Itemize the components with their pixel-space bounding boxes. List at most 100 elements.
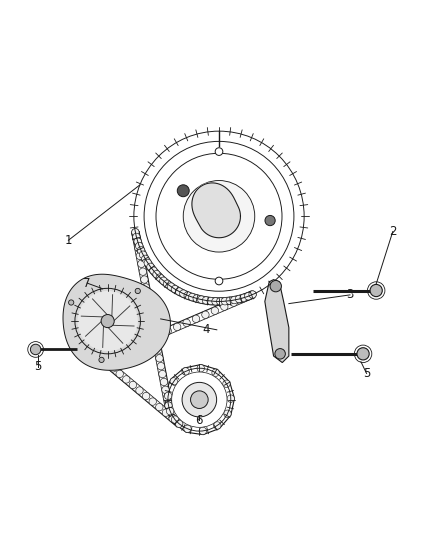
- Circle shape: [109, 285, 116, 293]
- Circle shape: [370, 285, 382, 297]
- Circle shape: [171, 372, 227, 427]
- Circle shape: [191, 391, 208, 408]
- Circle shape: [139, 268, 147, 276]
- Circle shape: [231, 296, 238, 304]
- Circle shape: [149, 398, 156, 405]
- Circle shape: [132, 229, 139, 236]
- Circle shape: [153, 270, 160, 278]
- Circle shape: [182, 368, 189, 375]
- Circle shape: [211, 307, 219, 314]
- Text: 1: 1: [65, 234, 72, 247]
- Circle shape: [165, 402, 172, 409]
- Circle shape: [212, 369, 219, 376]
- Circle shape: [133, 233, 140, 240]
- Circle shape: [193, 295, 201, 302]
- Circle shape: [145, 335, 152, 343]
- Circle shape: [180, 290, 187, 297]
- Text: 5: 5: [363, 367, 370, 380]
- Circle shape: [169, 415, 176, 422]
- Circle shape: [145, 300, 152, 307]
- Polygon shape: [265, 280, 289, 362]
- Text: 4: 4: [202, 324, 210, 336]
- Circle shape: [249, 291, 256, 298]
- Circle shape: [164, 327, 171, 335]
- Circle shape: [221, 297, 229, 305]
- Circle shape: [230, 299, 237, 306]
- Circle shape: [155, 332, 162, 338]
- Circle shape: [135, 307, 142, 314]
- Circle shape: [144, 259, 152, 266]
- Circle shape: [150, 267, 157, 274]
- Circle shape: [155, 403, 163, 411]
- Circle shape: [212, 297, 219, 305]
- Circle shape: [215, 148, 223, 156]
- Circle shape: [226, 297, 233, 304]
- Circle shape: [207, 297, 215, 305]
- Text: 2: 2: [389, 225, 396, 238]
- Circle shape: [129, 381, 137, 389]
- Text: 3: 3: [346, 288, 353, 301]
- Circle shape: [265, 215, 275, 225]
- Circle shape: [142, 284, 150, 291]
- Circle shape: [214, 422, 221, 429]
- Text: 5: 5: [34, 360, 42, 374]
- Circle shape: [123, 376, 130, 383]
- Circle shape: [171, 416, 179, 423]
- Circle shape: [69, 300, 74, 305]
- Circle shape: [117, 348, 124, 355]
- Circle shape: [176, 420, 183, 427]
- Circle shape: [133, 237, 141, 244]
- Circle shape: [77, 298, 85, 306]
- Circle shape: [148, 315, 155, 322]
- Circle shape: [101, 314, 114, 328]
- Circle shape: [165, 402, 172, 409]
- Circle shape: [215, 277, 223, 285]
- Circle shape: [110, 365, 117, 372]
- Polygon shape: [192, 183, 240, 238]
- Circle shape: [157, 362, 165, 370]
- Circle shape: [135, 288, 141, 294]
- Circle shape: [134, 331, 141, 338]
- Circle shape: [135, 243, 143, 249]
- Circle shape: [132, 229, 139, 236]
- Circle shape: [227, 395, 234, 402]
- Circle shape: [139, 136, 299, 296]
- Circle shape: [202, 297, 210, 304]
- Circle shape: [144, 292, 151, 299]
- Circle shape: [30, 344, 41, 354]
- Circle shape: [235, 295, 243, 303]
- Circle shape: [166, 408, 174, 415]
- Circle shape: [275, 349, 286, 359]
- Circle shape: [136, 387, 143, 394]
- Circle shape: [136, 252, 144, 260]
- Circle shape: [188, 293, 196, 301]
- Circle shape: [151, 331, 159, 338]
- Circle shape: [127, 341, 134, 348]
- Text: 6: 6: [196, 414, 203, 427]
- Circle shape: [103, 359, 110, 367]
- Circle shape: [162, 386, 169, 393]
- Circle shape: [83, 343, 90, 350]
- Circle shape: [72, 310, 80, 317]
- Circle shape: [184, 425, 191, 432]
- Circle shape: [249, 291, 256, 298]
- Circle shape: [138, 260, 145, 268]
- Polygon shape: [63, 274, 170, 370]
- Circle shape: [183, 319, 190, 327]
- Circle shape: [244, 293, 252, 300]
- Circle shape: [156, 354, 163, 362]
- Circle shape: [99, 357, 104, 362]
- Circle shape: [160, 277, 167, 285]
- Circle shape: [357, 348, 369, 360]
- Circle shape: [183, 181, 255, 252]
- Circle shape: [156, 274, 163, 281]
- Circle shape: [270, 280, 282, 292]
- Circle shape: [153, 339, 160, 346]
- Circle shape: [116, 370, 124, 377]
- Circle shape: [171, 285, 179, 293]
- Circle shape: [176, 420, 183, 427]
- Circle shape: [198, 296, 205, 303]
- Circle shape: [142, 392, 150, 400]
- Circle shape: [163, 394, 171, 401]
- Circle shape: [134, 244, 142, 252]
